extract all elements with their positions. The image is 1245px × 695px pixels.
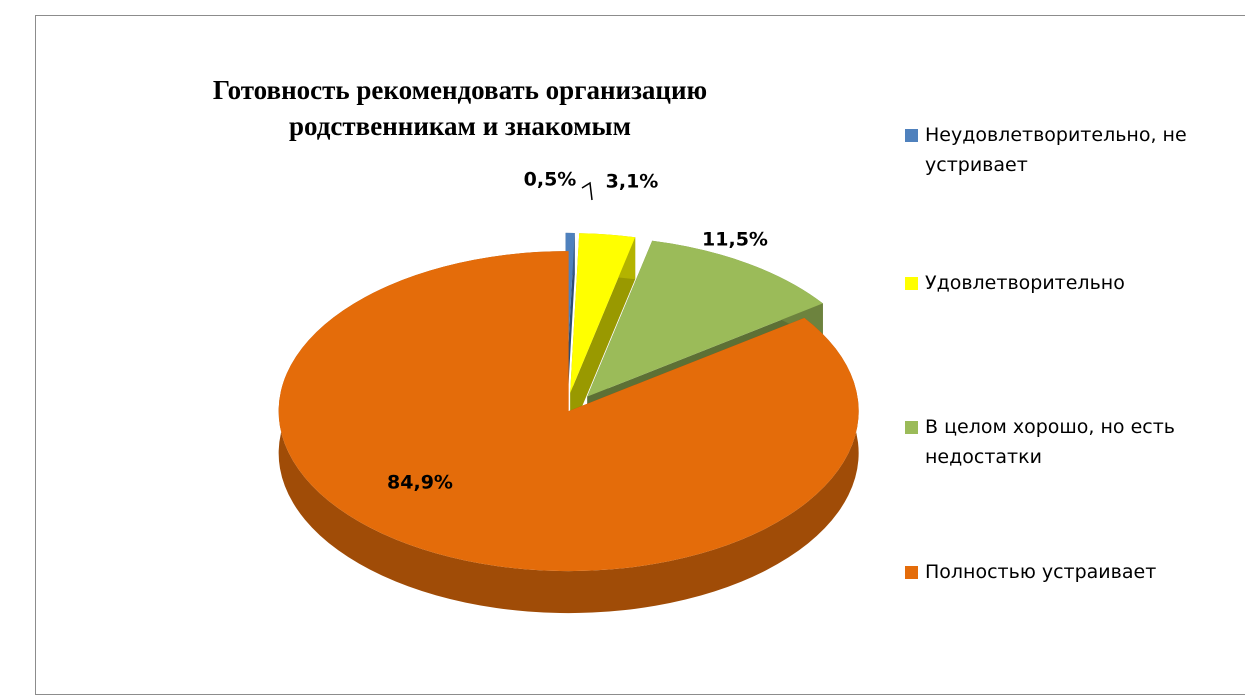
legend-item: Неудовлетворительно, не устривает (905, 120, 1205, 180)
chart-title: Готовность рекомендовать организацию род… (212, 75, 708, 141)
legend-swatch (905, 421, 918, 434)
slice-radial-side (570, 233, 636, 436)
pie-tops (278, 232, 859, 572)
slice (570, 233, 636, 394)
legend-item: Удовлетворительно (905, 268, 1205, 298)
data-label: 84,9% (387, 472, 453, 494)
slice (587, 240, 823, 397)
leader-line (581, 181, 593, 201)
legend-item: Полностью устраивает (905, 557, 1205, 587)
legend-label: Полностью устраивает (925, 561, 1157, 583)
data-label: 3,1% (606, 171, 659, 193)
legend-swatch (905, 277, 918, 290)
legend-swatch (905, 566, 918, 579)
legend-item: В целом хорошо, но есть недостатки (905, 412, 1205, 472)
legend-swatch (905, 129, 918, 142)
legend-label: В целом хорошо, но есть недостатки (925, 416, 1175, 468)
legend-label: Неудовлетворительно, не устривает (925, 124, 1187, 176)
data-label: 0,5% (524, 169, 577, 191)
legend-label: Удовлетворительно (925, 272, 1125, 294)
page: 0,5% 3,1% 11,5% 84,9% Готовность рекомендов… (35, 15, 1245, 695)
slice (278, 251, 859, 572)
chart: 0,5% 3,1% 11,5% 84,9% (278, 169, 859, 614)
data-label: 11,5% (702, 229, 768, 251)
